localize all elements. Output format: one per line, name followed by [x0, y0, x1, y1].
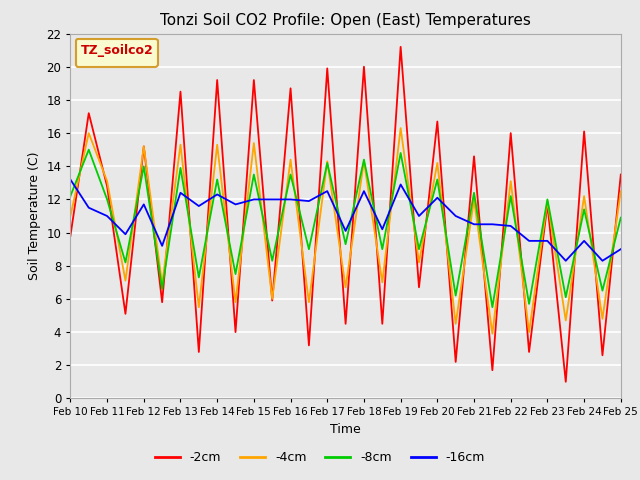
Y-axis label: Soil Temperature (C): Soil Temperature (C)	[28, 152, 41, 280]
Legend: 	[76, 39, 157, 67]
X-axis label: Time: Time	[330, 423, 361, 436]
Legend: -2cm, -4cm, -8cm, -16cm: -2cm, -4cm, -8cm, -16cm	[150, 446, 490, 469]
Title: Tonzi Soil CO2 Profile: Open (East) Temperatures: Tonzi Soil CO2 Profile: Open (East) Temp…	[160, 13, 531, 28]
